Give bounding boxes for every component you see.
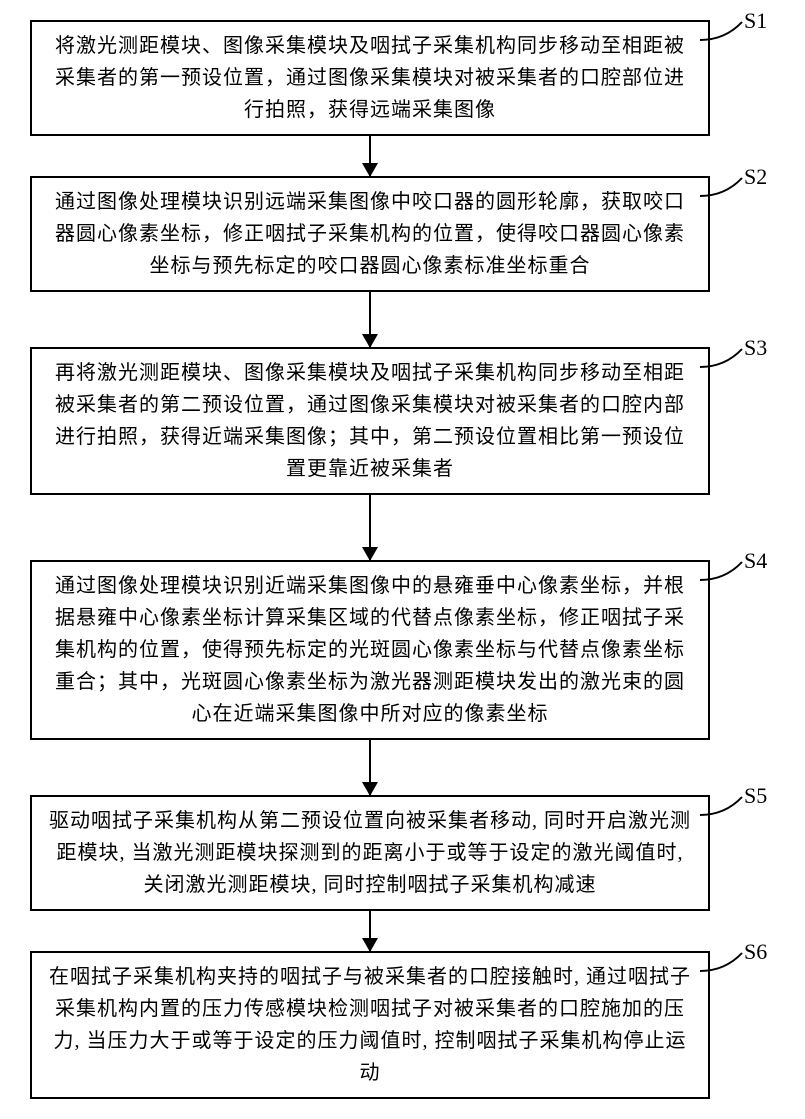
step-box: 再将激光测距模块、图像采集模块及咽拭子采集机构同步移动至相距被采集者的第二预设位… xyxy=(30,347,710,495)
step-label: S1 xyxy=(744,8,767,34)
step-box: 将激光测距模块、图像采集模块及咽拭子采集机构同步移动至相距被采集者的第一预设位置… xyxy=(30,20,710,136)
step-box: 在咽拭子采集机构夹持的咽拭子与被采集者的口腔接触时, 通过咽拭子采集机构内置的压… xyxy=(30,951,710,1099)
label-col: S4 xyxy=(710,560,795,600)
step-s1: 将激光测距模块、图像采集模块及咽拭子采集机构同步移动至相距被采集者的第一预设位置… xyxy=(10,20,795,136)
arrow xyxy=(369,740,371,795)
step-s5: 驱动咽拭子采集机构从第二预设位置向被采集者移动, 同时开启激光测距模块, 当激光… xyxy=(10,795,795,911)
label-col: S1 xyxy=(710,20,795,60)
label-col: S3 xyxy=(710,347,795,387)
step-box: 驱动咽拭子采集机构从第二预设位置向被采集者移动, 同时开启激光测距模块, 当激光… xyxy=(30,795,710,911)
step-label: S2 xyxy=(744,164,767,190)
label-col: S5 xyxy=(710,795,795,835)
flowchart-container: 将激光测距模块、图像采集模块及咽拭子采集机构同步移动至相距被采集者的第一预设位置… xyxy=(10,20,795,1099)
arrow xyxy=(369,495,371,560)
arrow xyxy=(369,911,371,951)
step-label: S6 xyxy=(744,939,767,965)
step-s6: 在咽拭子采集机构夹持的咽拭子与被采集者的口腔接触时, 通过咽拭子采集机构内置的压… xyxy=(10,951,795,1099)
step-label: S5 xyxy=(744,783,767,809)
label-col: S6 xyxy=(710,951,795,991)
label-col: S2 xyxy=(710,176,795,216)
arrow xyxy=(369,136,371,176)
step-box: 通过图像处理模块识别远端采集图像中咬口器的圆形轮廓，获取咬口器圆心像素坐标，修正… xyxy=(30,176,710,292)
step-label: S3 xyxy=(744,335,767,361)
step-label: S4 xyxy=(744,548,767,574)
step-s4: 通过图像处理模块识别近端采集图像中的悬雍垂中心像素坐标，并根据悬雍中心像素坐标计… xyxy=(10,560,795,740)
step-s3: 再将激光测距模块、图像采集模块及咽拭子采集机构同步移动至相距被采集者的第二预设位… xyxy=(10,347,795,495)
step-s2: 通过图像处理模块识别远端采集图像中咬口器的圆形轮廓，获取咬口器圆心像素坐标，修正… xyxy=(10,176,795,292)
step-box: 通过图像处理模块识别近端采集图像中的悬雍垂中心像素坐标，并根据悬雍中心像素坐标计… xyxy=(30,560,710,740)
arrow xyxy=(369,292,371,347)
